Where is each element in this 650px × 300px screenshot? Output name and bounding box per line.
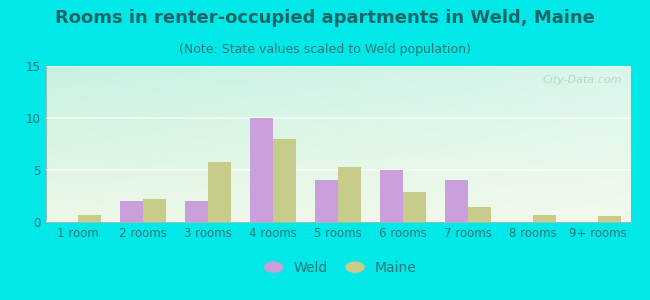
Bar (143, 199, 166, 222)
Bar (78, 215, 101, 222)
Bar (445, 180, 468, 222)
Bar (338, 167, 361, 222)
Text: Rooms in renter-occupied apartments in Weld, Maine: Rooms in renter-occupied apartments in W… (55, 9, 595, 27)
Bar (533, 215, 556, 222)
Bar (403, 192, 426, 222)
Bar (208, 162, 231, 222)
Text: City-Data.com: City-Data.com (542, 75, 621, 85)
Legend: Weld, Maine: Weld, Maine (254, 256, 422, 280)
Bar (315, 180, 338, 222)
Bar (273, 139, 296, 222)
Bar (380, 170, 403, 222)
Bar (120, 201, 143, 222)
Bar (598, 216, 621, 222)
Bar (185, 201, 208, 222)
Bar (468, 207, 491, 222)
Text: (Note: State values scaled to Weld population): (Note: State values scaled to Weld popul… (179, 44, 471, 56)
Bar (250, 118, 273, 222)
